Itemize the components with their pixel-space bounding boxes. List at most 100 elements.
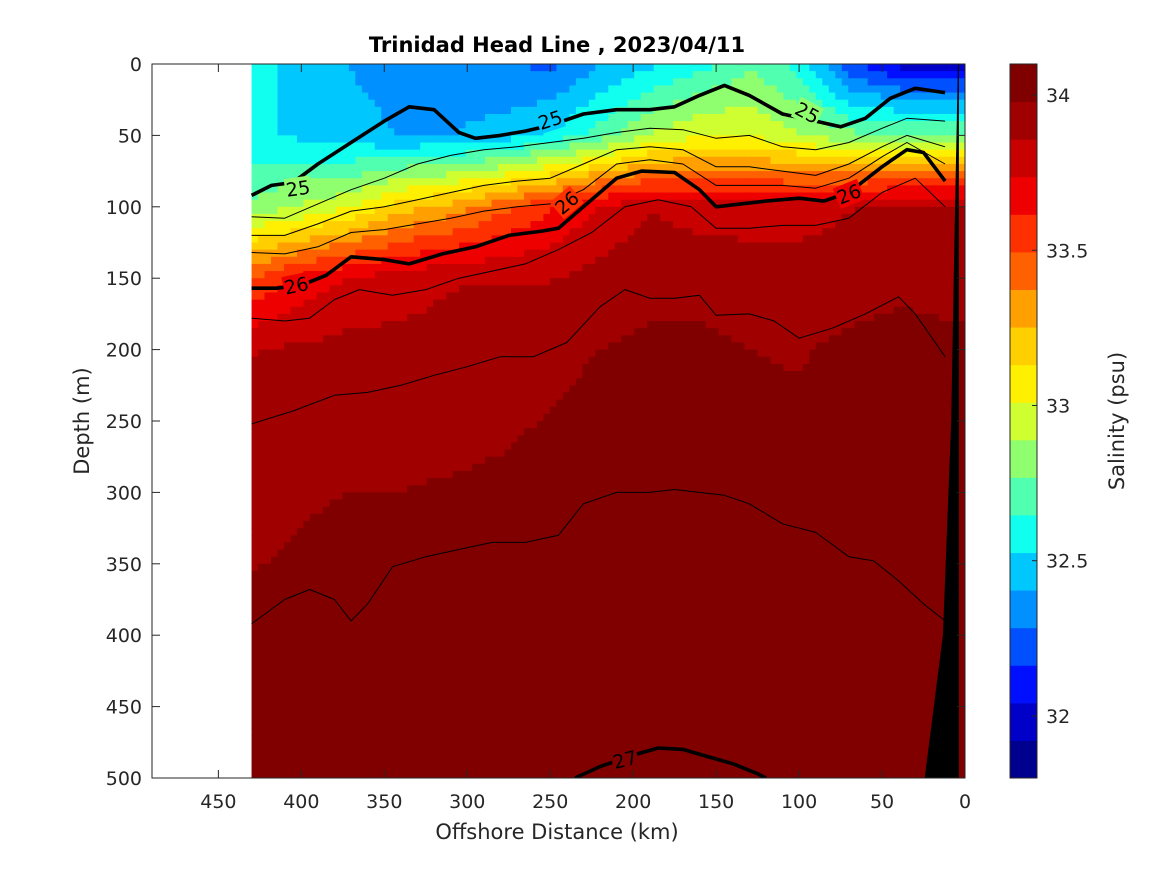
field-cell bbox=[523, 78, 532, 87]
field-cell bbox=[543, 142, 551, 151]
field-cell bbox=[348, 249, 356, 258]
field-cell bbox=[666, 106, 674, 115]
field-cell bbox=[796, 156, 804, 165]
field-cell bbox=[712, 99, 720, 108]
field-cell bbox=[763, 142, 772, 151]
field-cell bbox=[459, 235, 467, 244]
field-cell bbox=[731, 156, 739, 165]
field-cell bbox=[679, 206, 687, 215]
field-cell bbox=[776, 278, 784, 286]
field-cell bbox=[776, 285, 784, 294]
field-cell bbox=[595, 64, 603, 72]
field-cell bbox=[666, 142, 674, 151]
field-cell bbox=[562, 313, 570, 322]
field-cell bbox=[271, 342, 279, 351]
field-cell bbox=[510, 85, 519, 94]
field-cell bbox=[258, 221, 266, 229]
field-cell bbox=[251, 306, 259, 315]
field-cell bbox=[880, 135, 888, 144]
field-cell bbox=[368, 92, 376, 101]
field-cell bbox=[361, 78, 369, 87]
field-cell bbox=[433, 342, 441, 351]
field-cell bbox=[439, 106, 447, 115]
field-cell bbox=[575, 92, 583, 101]
field-cell bbox=[562, 156, 570, 165]
field-cell bbox=[536, 242, 545, 251]
field-cell bbox=[582, 178, 590, 186]
field-cell bbox=[258, 249, 266, 258]
field-cell bbox=[939, 256, 947, 265]
field-cell bbox=[958, 163, 965, 172]
field-cell bbox=[660, 263, 668, 272]
field-cell bbox=[355, 64, 363, 72]
field-cell bbox=[731, 213, 739, 222]
field-cell bbox=[919, 106, 927, 115]
field-cell bbox=[958, 235, 965, 244]
field-cell bbox=[731, 342, 739, 351]
field-cell bbox=[322, 313, 330, 322]
field-cell bbox=[271, 156, 279, 165]
field-cell bbox=[355, 263, 363, 272]
field-cell bbox=[316, 342, 324, 351]
field-cell bbox=[757, 271, 765, 279]
field-cell bbox=[400, 64, 408, 72]
field-cell bbox=[686, 263, 694, 272]
field-cell bbox=[926, 163, 934, 172]
field-cell bbox=[523, 299, 532, 308]
field-cell bbox=[874, 128, 882, 136]
field-cell bbox=[640, 64, 648, 72]
field-cell bbox=[413, 163, 421, 172]
field-cell bbox=[686, 156, 694, 165]
field-cell bbox=[854, 285, 862, 294]
field-cell bbox=[802, 313, 810, 322]
field-cell bbox=[900, 163, 908, 172]
field-cell bbox=[634, 263, 642, 272]
field-cell bbox=[731, 328, 739, 336]
field-cell bbox=[433, 278, 441, 286]
field-cell bbox=[744, 206, 752, 215]
field-cell bbox=[348, 128, 356, 136]
field-cell bbox=[303, 206, 311, 215]
field-cell bbox=[770, 249, 778, 258]
field-cell bbox=[361, 292, 369, 301]
field-cell bbox=[737, 378, 746, 386]
field-cell bbox=[679, 256, 687, 265]
field-cell bbox=[277, 356, 285, 365]
field-cell bbox=[491, 378, 499, 386]
field-cell bbox=[867, 192, 875, 201]
field-cell bbox=[407, 285, 415, 294]
field-cell bbox=[498, 335, 506, 344]
field-cell bbox=[290, 299, 298, 308]
field-cell bbox=[562, 99, 570, 108]
field-cell bbox=[335, 328, 343, 336]
field-cell bbox=[498, 163, 506, 172]
field-cell bbox=[368, 156, 376, 165]
field-cell bbox=[939, 128, 947, 136]
field-cell bbox=[283, 221, 292, 229]
field-cell bbox=[316, 171, 324, 179]
field-cell bbox=[472, 328, 480, 336]
field-cell bbox=[718, 263, 726, 272]
field-cell bbox=[439, 356, 447, 365]
field-cell bbox=[251, 135, 259, 144]
field-cell bbox=[303, 64, 311, 72]
field-cell bbox=[809, 321, 817, 329]
field-cell bbox=[666, 235, 674, 244]
field-cell bbox=[653, 328, 661, 336]
field-cell bbox=[887, 171, 895, 179]
field-cell bbox=[900, 206, 908, 215]
field-cell bbox=[309, 213, 318, 222]
field-cell bbox=[874, 271, 882, 279]
field-cell bbox=[439, 342, 447, 351]
field-cell bbox=[958, 221, 965, 229]
field-cell bbox=[828, 242, 836, 251]
field-cell bbox=[796, 335, 804, 344]
field-cell bbox=[368, 149, 376, 158]
field-cell bbox=[290, 363, 298, 372]
field-cell bbox=[932, 299, 940, 308]
field-cell bbox=[835, 299, 843, 308]
field-cell bbox=[621, 142, 629, 151]
field-cell bbox=[718, 71, 726, 79]
field-cell bbox=[887, 206, 895, 215]
field-cell bbox=[673, 213, 681, 222]
